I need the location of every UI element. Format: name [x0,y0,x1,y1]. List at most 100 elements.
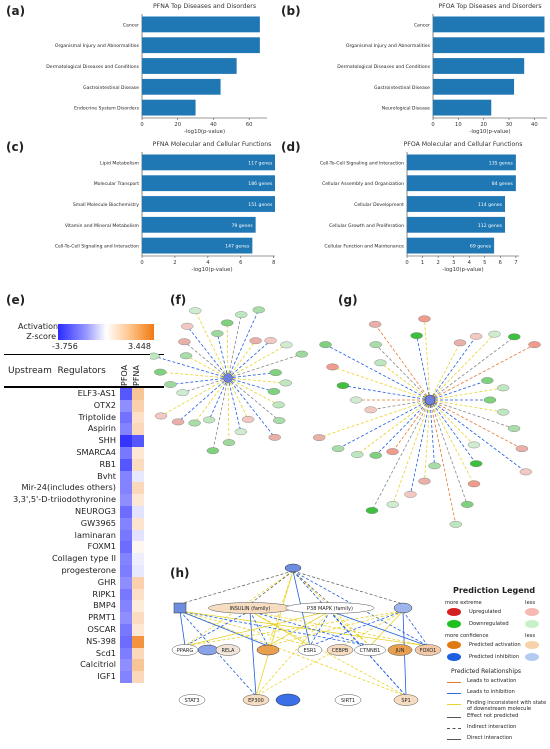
regulator-label: OTX2 [93,399,116,410]
heatmap-cell [120,399,132,412]
regulator-label: Mir-24(includes others) [21,482,116,493]
network-edge [249,610,269,647]
heatmap-cell [132,506,144,518]
network-node [351,451,364,458]
network-edge [170,377,229,385]
category-label: Organismal Injury and Abnormalities [346,43,431,49]
regulator-label: RB1 [99,458,116,469]
heatmap-cell [132,529,144,542]
network-edge [227,314,242,379]
x-tick-label: 4 [468,260,472,266]
network-node [507,425,521,432]
prediction-legend: Prediction Legend more extreme less Upre… [445,586,550,749]
network-edge [249,610,429,647]
bar-chart-pfoa-functions: PFOA Molecular and Cellular Functions Cel… [320,141,523,273]
bar [142,237,253,254]
network-edge [185,355,229,379]
network-node [264,337,277,344]
network-edge [179,610,186,647]
network-node [171,644,199,656]
bar [433,78,515,95]
network-edge [374,324,431,401]
network-node [241,415,255,423]
legend-more-confidence: more confidence [445,633,489,639]
relationship-list: Leads to activation Leads to inhibition Fi… [445,678,550,746]
bar-chart-pfna-diseases: PFNA Top Diseases and Disorders Cancer Org… [46,3,267,135]
heatmap-cell [132,588,144,601]
panel-label-b: (b) [281,4,301,18]
network-node [334,694,362,706]
bar [433,58,525,74]
network-node [234,311,248,319]
legend-less: less [525,600,536,606]
network-edge [227,344,287,379]
chart-title: PFOA Top Diseases and Disorders [438,3,541,10]
bar [407,154,516,171]
x-tick-label: 5 [483,260,486,266]
network-edge [184,610,331,647]
x-tick-label: 40 [210,122,217,128]
network-edge [208,377,229,421]
network-node [312,434,326,442]
category-label: Small Molecule Biochemistry [73,202,139,208]
panel-label-g: (g) [338,293,358,307]
category-label: Cell-To-Cell Signaling and Interaction [55,244,139,250]
network-node [467,480,481,488]
network-node [386,501,399,508]
network-node [418,315,431,323]
network-edge [309,610,404,647]
upregulated-light-swatch [525,608,539,616]
heatmap-cell [132,576,144,589]
network-node [369,451,382,459]
heatmap-cell [132,600,144,613]
regulator-label: ELF3-AS1 [77,388,116,398]
heatmap-cell [120,541,132,554]
zscore-min-label: -3.756 [52,342,78,351]
category-label: Dermatological Diseases and Conditions [46,64,139,70]
network-node [393,602,413,614]
x-axis-label: -log10(p-value) [442,267,483,273]
x-axis-label: -log10(p-value) [469,129,510,135]
heatmap-cell [120,529,132,542]
network-edge [429,399,457,525]
network-node [211,330,224,337]
network-edge [429,342,461,401]
x-tick-label: 2 [436,260,439,266]
x-tick-label: 20 [174,122,181,128]
network-node-label: JUN [395,648,405,654]
network-edge [194,377,229,424]
network-edge [429,336,477,401]
network-node-label: INSULIN (family) [230,606,271,612]
network-node-label: CTNNB1 [360,648,381,654]
network-node [326,644,354,656]
x-tick-label: 0 [140,122,143,128]
relationship-line-swatch [447,717,461,718]
network-edge [429,387,504,401]
network-node-label: FOXO1 [420,648,437,654]
network-edge [410,399,431,495]
heatmap-cell [132,671,144,683]
heatmap-cell [132,541,144,554]
bar [433,99,492,116]
network-node [414,644,442,656]
regulator-label: OSCAR [87,624,116,634]
category-label: Gastrointestinal Disease [83,85,139,91]
x-tick-label: 7 [514,260,517,266]
panel-label-f: (f) [170,293,187,307]
network-node-label: RELA [222,648,236,654]
network-edge [329,610,371,647]
network-edge [249,610,371,647]
x-axis-label: -log10(p-value) [184,129,225,135]
network-node [275,693,301,707]
x-tick-label: 60 [246,122,253,128]
heatmap-cell [132,612,144,624]
bar [142,99,196,116]
heatmap-cell [120,423,132,436]
regulator-label: GW3965 [80,517,116,528]
zscore-legend-title: Activation Z-score [18,322,59,341]
network-node [222,439,236,446]
network-node [179,352,193,360]
category-label: Cellular Growth and Proliferation [329,223,404,229]
network-node [393,694,419,706]
category-label: Cellular Function and Maintenance [324,244,404,250]
